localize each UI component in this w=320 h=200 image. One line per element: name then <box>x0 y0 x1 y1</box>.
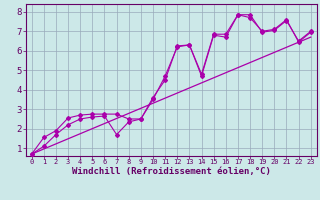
X-axis label: Windchill (Refroidissement éolien,°C): Windchill (Refroidissement éolien,°C) <box>72 167 271 176</box>
